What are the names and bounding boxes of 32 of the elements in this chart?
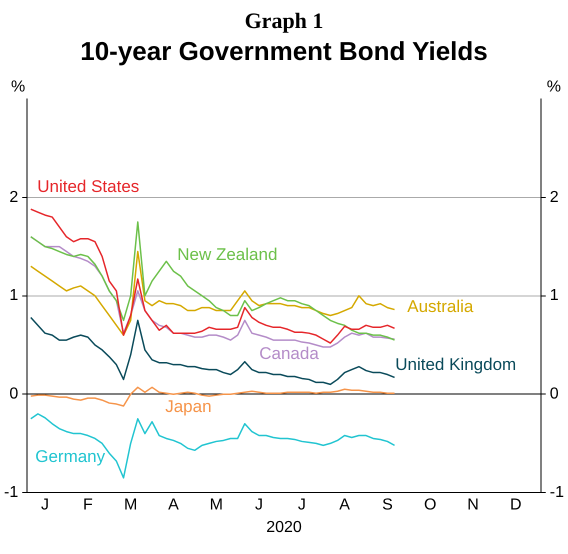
y2-tick-label: 2	[550, 188, 559, 206]
y-tick-label: -1	[4, 484, 18, 502]
x-tick-label: M	[124, 496, 138, 514]
x-tick-label: D	[510, 496, 522, 514]
series-label: New Zealand	[177, 245, 278, 264]
x-tick-label: J	[255, 496, 264, 514]
x-tick-label: A	[168, 496, 180, 514]
x-tick-label: A	[339, 496, 350, 514]
y2-tick-label: 1	[550, 287, 559, 304]
series-label: United States	[37, 177, 140, 196]
x-tick-label: J	[298, 496, 306, 514]
series-label: Japan	[165, 397, 212, 416]
series-label: Canada	[259, 344, 320, 364]
chart-subtitle: 10-year Government Bond Yields	[79, 36, 489, 67]
series-label: Germany	[35, 447, 106, 466]
x-tick-label: M	[210, 496, 223, 514]
series-label: United Kingdom	[395, 355, 516, 374]
y2-tick-label: -1	[550, 484, 564, 502]
x-tick-label: N	[467, 496, 479, 514]
y-tick-label: 1	[9, 287, 18, 304]
y2-axis-title: %	[546, 78, 562, 96]
x-tick-label: O	[424, 496, 436, 514]
y-axis-title: %	[10, 78, 26, 96]
x-tick-label: S	[382, 496, 393, 514]
x-tick-label: F	[82, 496, 93, 514]
y2-tick-label: 0	[550, 386, 559, 403]
y-tick-label: 0	[9, 386, 18, 403]
series-label: Australia	[407, 297, 474, 316]
x-tick-label: J	[41, 496, 50, 514]
x-axis-title: 2020	[266, 518, 302, 536]
chart-title: Graph 1	[244, 8, 324, 34]
y-tick-label: 2	[9, 188, 18, 206]
